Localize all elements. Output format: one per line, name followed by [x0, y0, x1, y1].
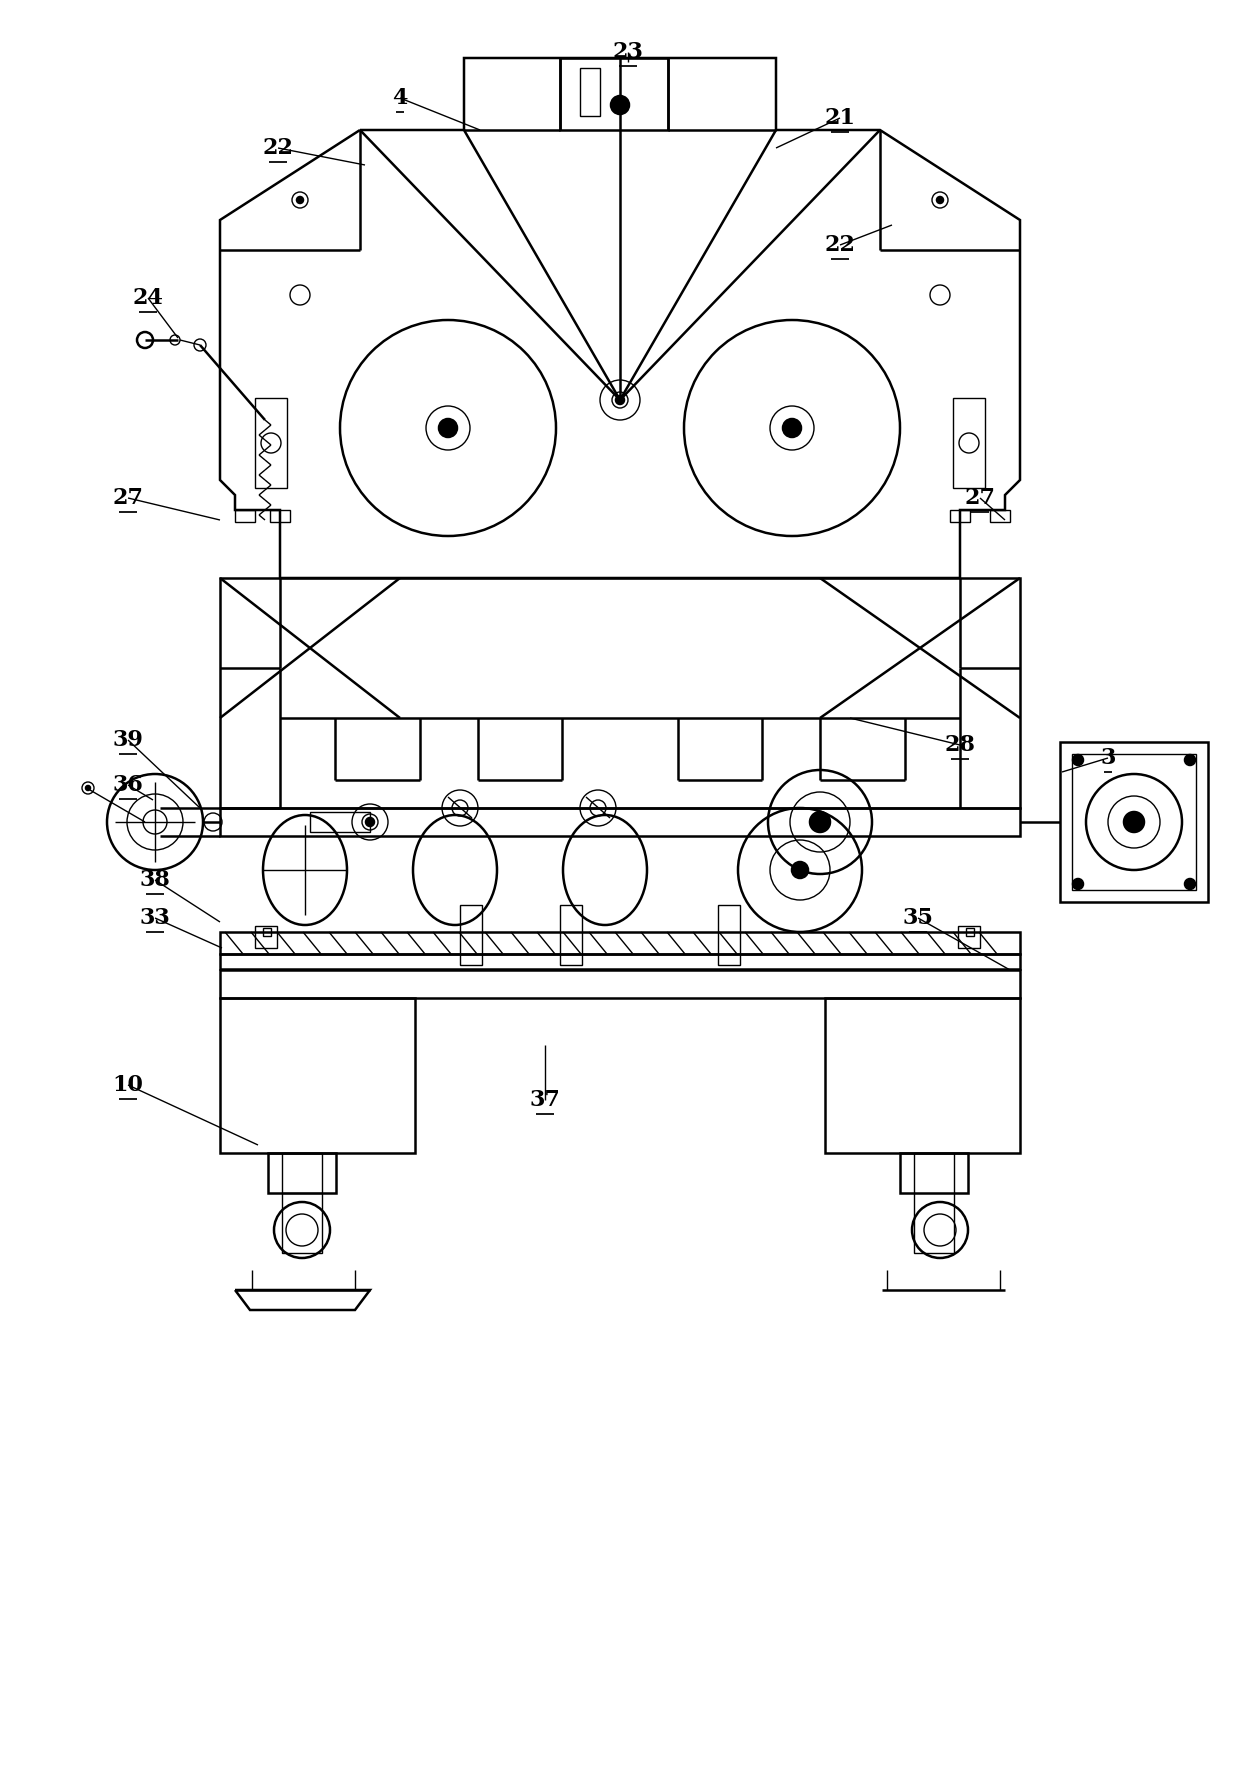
Text: 36: 36: [113, 774, 144, 796]
Bar: [966, 928, 973, 935]
Text: 37: 37: [529, 1090, 560, 1111]
Circle shape: [439, 419, 458, 437]
Bar: [263, 928, 272, 935]
Bar: [219, 953, 1021, 969]
Text: 33: 33: [140, 907, 170, 928]
Bar: [460, 905, 482, 966]
Bar: [219, 808, 1021, 837]
Circle shape: [1185, 880, 1195, 889]
Text: 35: 35: [903, 907, 934, 928]
Circle shape: [298, 197, 303, 202]
Bar: [990, 511, 1011, 521]
Text: 22: 22: [263, 136, 294, 159]
Bar: [560, 905, 582, 966]
Bar: [310, 812, 370, 831]
Text: 24: 24: [133, 287, 164, 308]
Text: 39: 39: [113, 729, 144, 751]
Text: 27: 27: [113, 487, 144, 509]
Bar: [560, 57, 668, 131]
Bar: [580, 68, 600, 116]
Bar: [236, 511, 255, 521]
Circle shape: [611, 97, 629, 115]
Bar: [1073, 754, 1197, 891]
Bar: [954, 398, 985, 487]
Bar: [718, 905, 740, 966]
Bar: [959, 926, 980, 948]
Bar: [270, 511, 290, 521]
Bar: [914, 1152, 954, 1253]
Bar: [1060, 742, 1208, 901]
Bar: [281, 1152, 322, 1253]
Circle shape: [86, 787, 91, 790]
Bar: [825, 998, 1021, 1152]
Text: 10: 10: [113, 1073, 144, 1097]
Circle shape: [1073, 754, 1083, 765]
Circle shape: [792, 862, 808, 878]
Bar: [900, 1152, 968, 1193]
Circle shape: [937, 197, 942, 202]
Text: 28: 28: [945, 735, 976, 756]
Circle shape: [616, 396, 624, 403]
Bar: [219, 969, 1021, 998]
Text: 4: 4: [392, 88, 408, 109]
Circle shape: [366, 817, 374, 826]
Bar: [219, 932, 1021, 953]
Bar: [255, 398, 286, 487]
Circle shape: [1073, 880, 1083, 889]
Text: 23: 23: [613, 41, 644, 63]
Circle shape: [810, 812, 830, 831]
Text: 21: 21: [825, 108, 856, 129]
Circle shape: [782, 419, 801, 437]
Text: 27: 27: [965, 487, 996, 509]
Text: 3: 3: [1100, 747, 1116, 769]
Text: 22: 22: [825, 235, 856, 256]
Bar: [219, 998, 415, 1152]
Text: 38: 38: [140, 869, 170, 891]
Bar: [255, 926, 277, 948]
Bar: [950, 511, 970, 521]
Circle shape: [1185, 754, 1195, 765]
Bar: [219, 579, 1021, 808]
Bar: [268, 1152, 336, 1193]
Circle shape: [1123, 812, 1145, 831]
